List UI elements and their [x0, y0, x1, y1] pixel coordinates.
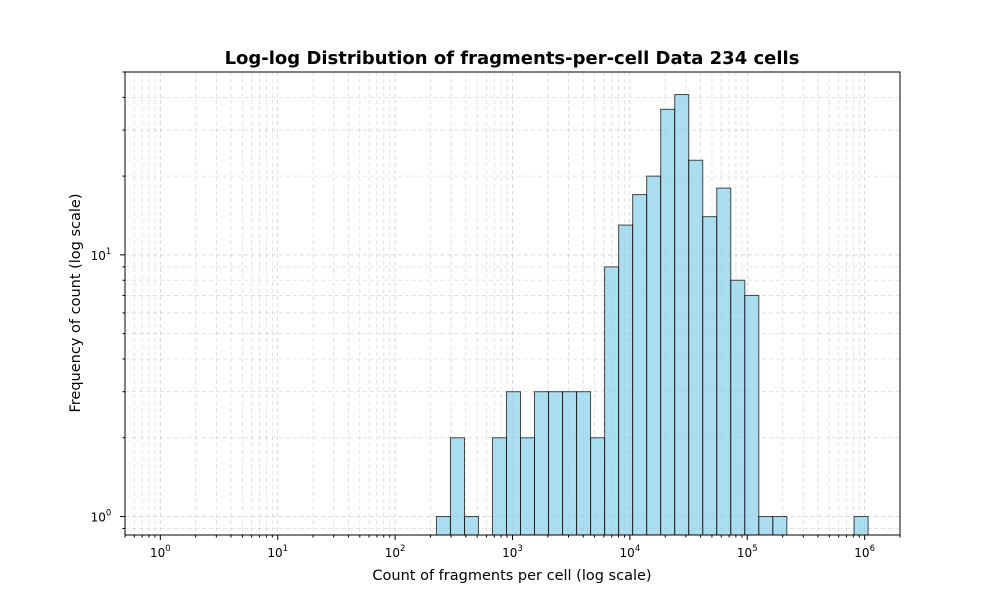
histogram-bar — [730, 279, 746, 536]
histogram-bar — [618, 224, 634, 536]
histogram-bar — [632, 194, 648, 536]
histogram-bar — [576, 391, 592, 536]
y-axis-ticks: 100 101 — [91, 71, 125, 530]
y-tick-label: 100 — [91, 509, 112, 525]
histogram-bar — [491, 437, 508, 536]
x-tick-label: 102 — [385, 544, 406, 560]
histogram-bar — [660, 108, 676, 536]
x-tick-label: 103 — [502, 544, 523, 560]
x-axis-label: Count of fragments per cell (log scale) — [372, 568, 651, 584]
x-tick-label: 101 — [267, 544, 288, 560]
x-tick-label: 105 — [737, 544, 758, 560]
histogram-bar — [435, 516, 451, 536]
histogram-bar — [744, 294, 760, 536]
histogram-bar — [674, 94, 690, 536]
y-tick-label: 101 — [91, 247, 112, 263]
x-tick-label: 100 — [150, 544, 171, 560]
histogram-bar — [716, 187, 732, 536]
histogram-bar — [646, 175, 662, 536]
y-axis-label: Frequency of count (log scale) — [68, 193, 84, 412]
histogram-bar — [702, 216, 718, 536]
histogram-bar — [463, 516, 479, 536]
histogram-bar — [548, 391, 564, 536]
chart-title: Log-log Distribution of fragments-per-ce… — [225, 48, 800, 69]
x-axis-ticks: 100 101 102 103 104 105 106 — [124, 535, 901, 560]
histogram-bar — [562, 391, 578, 536]
histogram-bar — [520, 437, 536, 536]
histogram-bar — [449, 437, 465, 536]
histogram-bar — [604, 266, 620, 536]
histogram-bar — [772, 516, 788, 536]
histogram-bar — [853, 516, 869, 536]
x-tick-label: 104 — [620, 544, 641, 560]
histogram-bar — [758, 516, 774, 536]
histogram-bars — [435, 94, 869, 536]
histogram-bar — [590, 437, 606, 536]
histogram-bar — [688, 159, 704, 536]
x-tick-label: 106 — [854, 544, 875, 560]
histogram-bar — [534, 391, 550, 536]
histogram-bar — [506, 391, 522, 536]
